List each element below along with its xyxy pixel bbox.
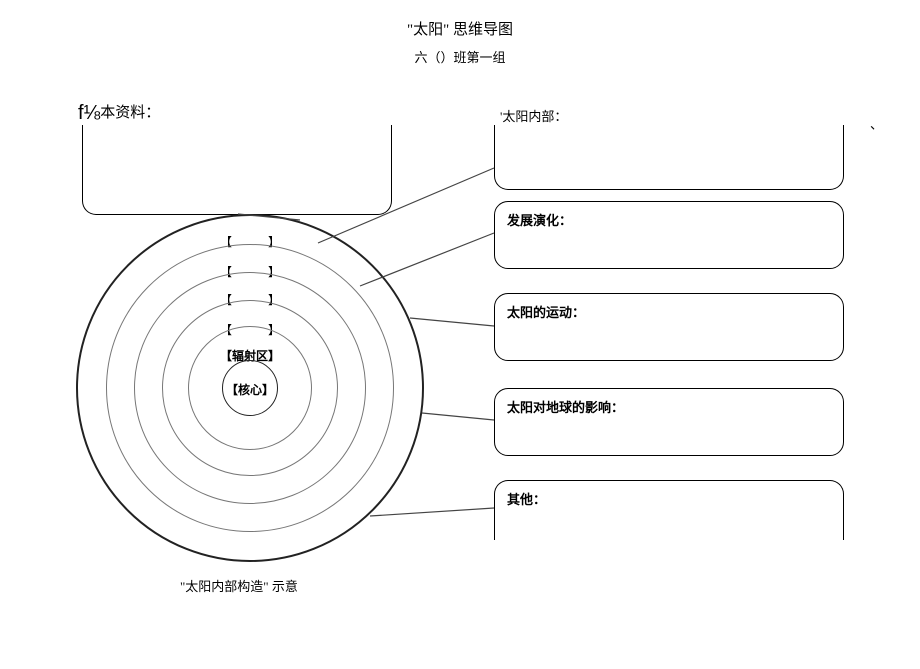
box-basic-info	[82, 125, 392, 215]
page-title: "太阳" 思维导图	[0, 18, 920, 39]
box-sun-interior	[494, 125, 844, 190]
box-evolution: 发展演化：	[494, 201, 844, 269]
box-other: 其他：	[494, 480, 844, 540]
left-label-text: 本资料：	[100, 105, 160, 121]
connector-4	[422, 413, 494, 420]
connector-3	[410, 318, 494, 326]
topright-label: '太阳内部：	[500, 106, 567, 125]
topleft-label: f⅛本资料：	[78, 101, 160, 125]
separator-dot-2: 、	[870, 114, 883, 133]
page-subtitle: 六（）班第一组	[0, 47, 920, 66]
sun-caption: "太阳内部构造" 示意	[180, 576, 298, 595]
box-motion: 太阳的运动：	[494, 293, 844, 361]
box-earth-effect: 太阳对地球的影响：	[494, 388, 844, 456]
fraction-prefix: f⅛	[78, 102, 100, 124]
connector-5	[370, 508, 494, 516]
sun-ring-label-5: 【核心】	[226, 381, 274, 398]
